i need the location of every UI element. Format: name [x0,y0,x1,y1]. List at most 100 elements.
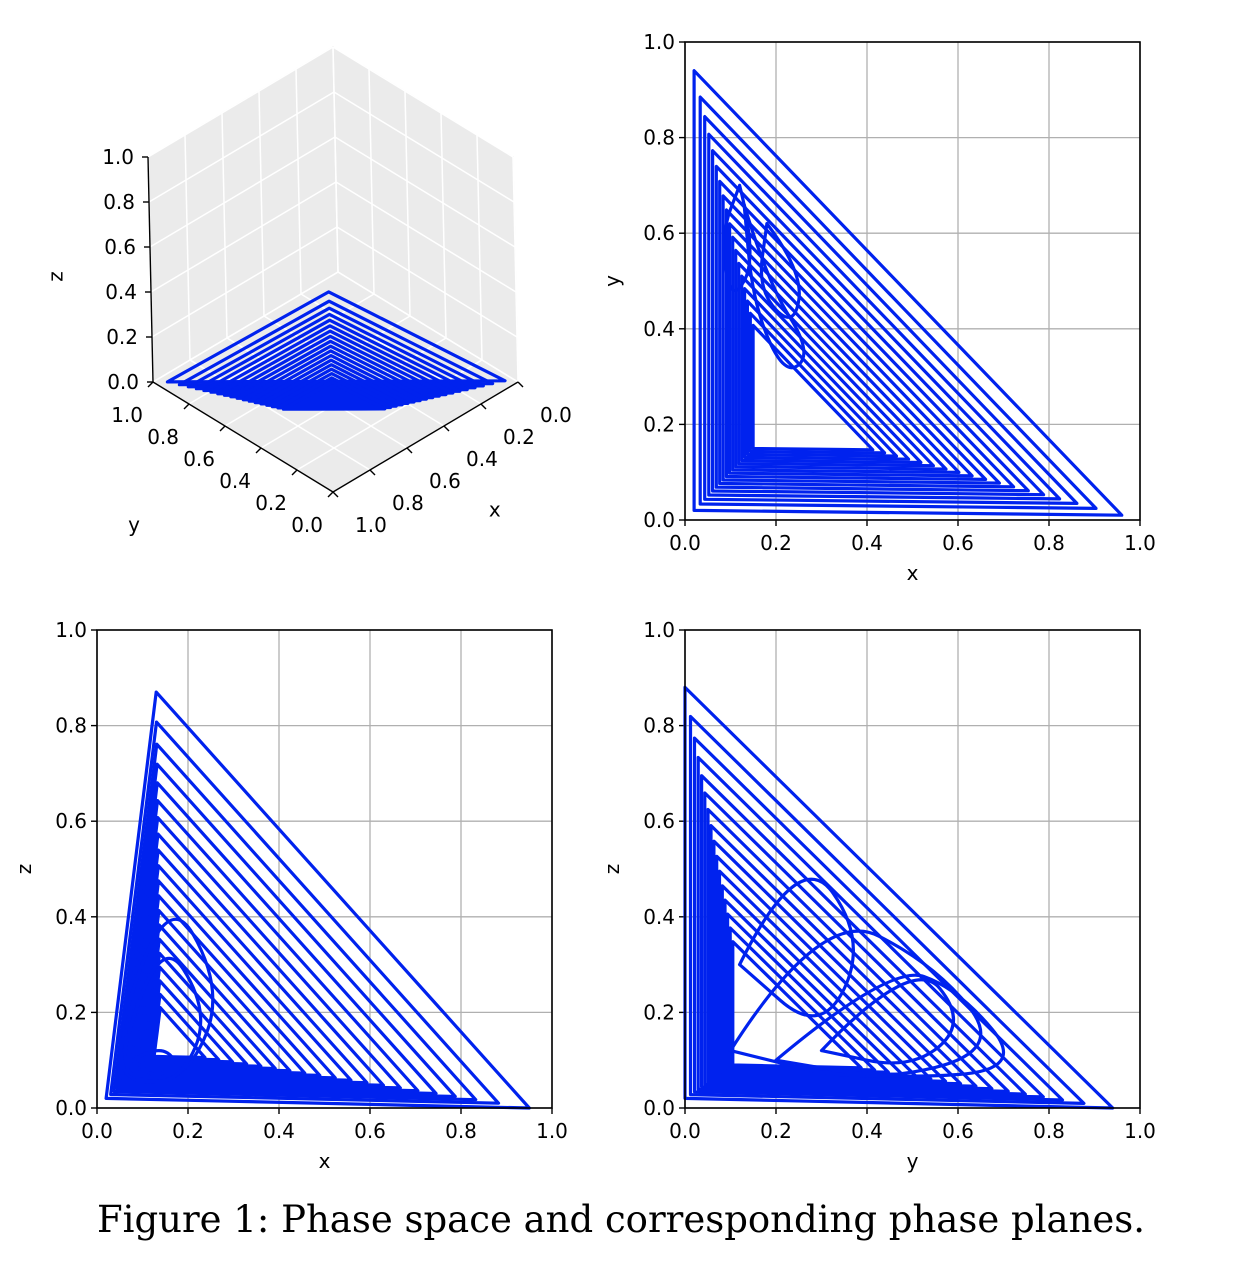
trajectory-loop [734,248,948,471]
y-tick-label: 1.0 [643,30,675,54]
x-tick [517,381,524,388]
trajectory-loop [194,312,477,391]
z-tick-label: 0.6 [104,235,136,259]
trajectory-loop [148,979,235,1064]
x-tick-label: 0.2 [760,1119,792,1143]
floor-gridline [152,271,339,383]
phase-plane-xy-plot: 0.0 0.2 0.4 0.6 0.8 1.0 0.0 0.2 0.4 0.6 0.8 1.0 x y [600,30,1156,585]
y-axis-label: z [600,864,624,875]
trajectory-loop [745,299,899,458]
trajectory-loop [115,762,457,1099]
y-tick-label: 0.2 [643,1000,675,1024]
trajectory-loop [724,208,988,481]
phase-space-3d-plot: 0.00.00.00.20.20.20.40.40.40.60.60.60.80… [44,46,572,537]
figure: 0.0 0.0 0.0 0.2 0.2 0.2 0.4 0.4 0.4 0.6 0.6 0.6 0.8 0… [12,30,1156,1173]
trajectory-loop [748,311,887,455]
trajectory-loop [122,956,203,1084]
wall-gridline [221,112,228,339]
x-tick [406,447,413,454]
trajectory-loop [276,376,393,410]
trajectory-loop [146,965,249,1066]
x-tick-label: 1.0 [355,513,387,537]
y-tick [327,491,334,498]
y-axis-label: z [12,864,36,875]
trajectory-loop [133,879,337,1080]
trajectory-loop [751,323,875,452]
axes-frame [684,41,1141,521]
z-axis-line [147,156,154,383]
x-tick-label: 0.0 [81,1119,113,1143]
wall-gridline [336,226,518,338]
x-tick [332,491,339,498]
y-tick-label: 0.6 [55,809,87,833]
wall-gridline [149,136,336,248]
y-tick-label: 0.8 [147,425,179,449]
trajectory-loop [728,926,877,1072]
trajectory-loop [731,940,863,1070]
x-tick-label: 0.8 [1033,531,1065,555]
x-tick-label: 0.4 [851,531,883,555]
z-tick-label: 1.0 [102,145,134,169]
trajectory-loop [738,877,855,1018]
x-tick-label: 1.0 [1124,531,1156,555]
trajectory-loop [270,372,398,409]
y-axis-label: y [600,275,624,287]
wall-gridline [476,134,483,361]
x-axis-label: x [907,561,919,585]
trajectory-loop [253,358,416,405]
x-tick-label: 0.8 [1033,1119,1065,1143]
y-tick-label: 1.0 [643,618,675,642]
z-tick-label: 0.8 [103,190,135,214]
trajectory-loop [742,287,911,461]
trajectory-loop [774,973,1006,1078]
x-tick-label: 0.6 [354,1119,386,1143]
z-tick-label: 0.2 [106,325,138,349]
trajectory-loop [128,848,369,1085]
wall-gridline [512,156,519,383]
z-tick-label: 0.0 [107,370,139,394]
axes-frame [684,629,1141,1109]
wall-gridline [333,91,515,203]
x-tick-label: 0.0 [669,1119,701,1143]
trajectory-loop [740,274,923,465]
y-tick-label: 0.4 [643,905,675,929]
trajectory-loop [165,290,507,384]
trajectory-loop [118,781,438,1096]
x-axis-label: x [319,1149,331,1173]
trajectory-loop [703,791,1010,1093]
attractor-trajectory [683,685,1115,1110]
y-tick [147,381,154,388]
trajectory-loop [130,864,353,1082]
trajectory-loop [104,690,531,1110]
x-tick [443,425,450,432]
trajectory-loop [706,807,994,1091]
y-tick [183,403,190,410]
x-tick-label: 1.0 [536,1119,568,1143]
x-axis-label: y [907,1149,919,1173]
trajectory-loop [699,774,1027,1096]
wall-gridline [147,46,334,158]
x-tick-label: 0.4 [466,447,498,471]
x-tick-label: 0.4 [263,1119,295,1143]
x-tick [369,469,376,476]
trajectory-loop [109,720,501,1105]
trajectory-loop [688,714,1086,1105]
trajectory-loop [150,992,221,1062]
trajectory-loop [759,222,801,319]
floor-gridline [337,271,519,383]
trajectory-loop [707,132,1062,501]
wall-gridline [332,46,514,158]
x-tick-label: 1.0 [1124,1119,1156,1143]
trajectory-loop [710,149,1046,497]
trajectory-loop [209,324,462,394]
trajectory-loop [121,799,420,1093]
x-tick-label: 0.8 [445,1119,477,1143]
x-tick-label: 0.6 [942,531,974,555]
wall-gridline [184,134,191,361]
wall-gridline [335,181,517,293]
y-tick-label: 0.0 [643,508,675,532]
wall-gridline [332,46,339,273]
y-axis-label: y [128,513,140,537]
attractor-trajectory [692,69,1124,517]
attractor-trajectory [104,690,531,1110]
